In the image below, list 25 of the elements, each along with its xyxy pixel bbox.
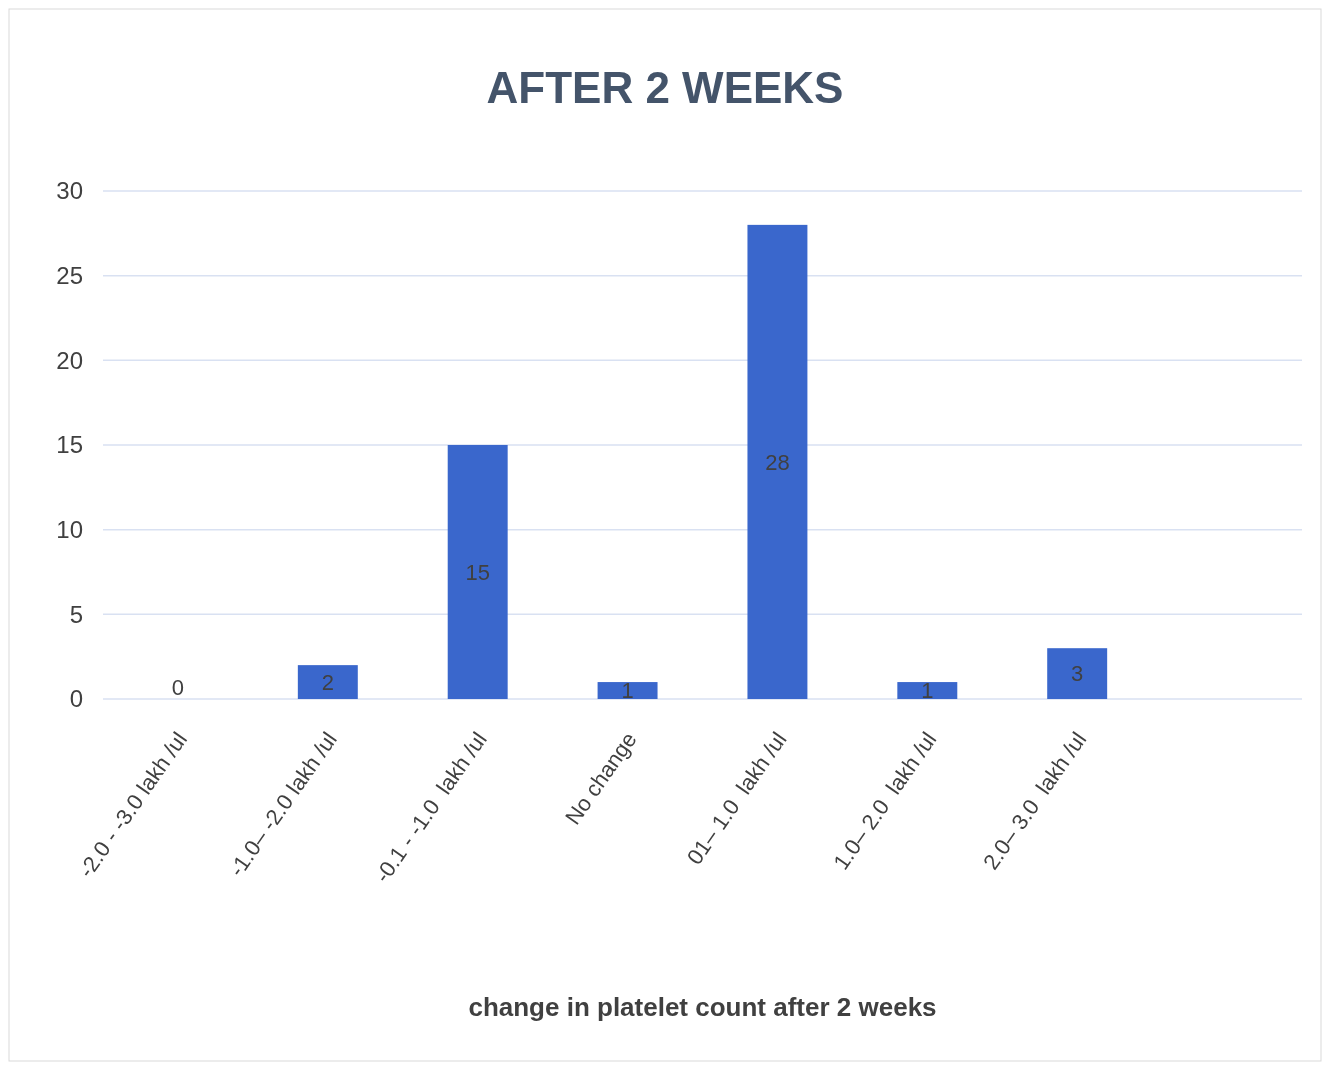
data-label: 2 xyxy=(321,669,334,695)
y-tick-label: 30 xyxy=(56,177,83,205)
bar xyxy=(1047,648,1108,699)
bar xyxy=(597,682,658,699)
data-label: 1 xyxy=(621,678,634,704)
x-tick-label: 01– 1.0 lakh /ul xyxy=(681,727,792,870)
bar xyxy=(297,665,358,699)
bar xyxy=(897,682,958,699)
x-tick-label: -2.0 - -3.0 lakh /ul xyxy=(73,727,193,883)
bar xyxy=(447,445,508,699)
y-tick-label: 10 xyxy=(56,516,83,544)
x-axis-title: change in platelet count after 2 weeks xyxy=(468,992,937,1022)
data-label: 0 xyxy=(171,675,185,700)
y-tick-label: 5 xyxy=(69,600,83,628)
bar xyxy=(747,224,808,699)
y-tick-label: 0 xyxy=(69,685,83,713)
data-label: 15 xyxy=(465,559,490,585)
data-label: 28 xyxy=(765,449,790,475)
data-label: 1 xyxy=(921,678,934,704)
chart-title: AFTER 2 WEEKS xyxy=(486,63,844,112)
y-tick-label: 25 xyxy=(56,262,83,290)
y-tick-label: 20 xyxy=(56,346,83,374)
data-label: 3 xyxy=(1071,661,1084,687)
y-tick-label: 15 xyxy=(56,431,83,459)
x-tick-label: -0.1 - -1.0 lakh /ul xyxy=(369,727,492,888)
